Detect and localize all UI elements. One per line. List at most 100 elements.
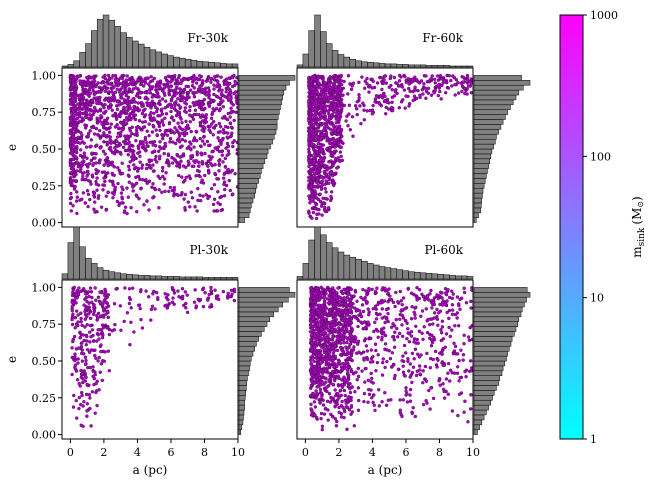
scatter-point (310, 93, 314, 98)
scatter-point (229, 134, 234, 138)
scatter-point (224, 146, 228, 150)
scatter-point (119, 328, 123, 332)
scatter-point (153, 307, 157, 311)
scatter-point (446, 86, 451, 90)
scatter-point (84, 375, 88, 380)
scatter-point (317, 207, 321, 212)
scatter-point (138, 95, 142, 100)
scatter-point (340, 105, 344, 109)
scatter-point (207, 292, 211, 297)
scatter-point (103, 76, 108, 81)
scatter-point (116, 131, 121, 136)
scatter-point (338, 113, 342, 117)
scatter-point (113, 187, 117, 192)
hist-e-bar (238, 183, 258, 189)
scatter-point (185, 96, 189, 100)
scatter-point (376, 329, 380, 333)
scatter-point (211, 119, 216, 124)
scatter-point (172, 291, 177, 295)
scatter-point (386, 291, 390, 296)
scatter-point (160, 120, 165, 124)
scatter-point (373, 320, 377, 325)
scatter-point (373, 289, 378, 294)
hist-e-bar (238, 326, 265, 332)
scatter-point (320, 175, 324, 179)
scatter-point (413, 414, 417, 419)
scatter-point (207, 154, 211, 159)
hist-e-bar (238, 287, 290, 293)
scatter-point (374, 369, 378, 373)
scatter-point (326, 313, 331, 317)
scatter-point (126, 164, 131, 169)
scatter-point (441, 382, 445, 386)
scatter-point (86, 169, 90, 174)
scatter-point (418, 93, 422, 98)
scatter-point (194, 158, 199, 163)
scatter-point (346, 92, 350, 96)
scatter-point (149, 74, 153, 79)
scatter-point (71, 77, 76, 81)
scatter-point (127, 168, 132, 172)
scatter-point (139, 187, 143, 191)
scatter-point (150, 95, 155, 99)
scatter-point (312, 94, 317, 98)
scatter-point (230, 292, 234, 296)
scatter-point (167, 128, 171, 133)
scatter-point (325, 166, 330, 171)
scatter-point (141, 125, 146, 130)
hist-e-bar (238, 134, 275, 140)
hist-e-bar (473, 187, 484, 194)
scatter-point (146, 295, 151, 299)
scatter-point (456, 413, 460, 418)
hist-e-bar (238, 419, 244, 426)
scatter-point (324, 95, 328, 100)
scatter-point (235, 148, 238, 152)
scatter-point (440, 325, 445, 329)
scatter-point (339, 93, 344, 98)
scatter-point (226, 144, 231, 148)
scatter-point (103, 293, 107, 298)
scatter-point (462, 86, 467, 91)
scatter-point (151, 116, 156, 120)
scatter-point (390, 105, 394, 110)
scatter-point (95, 90, 100, 94)
scatter-point (333, 140, 337, 145)
scatter-point (107, 130, 112, 134)
scatter-point (169, 88, 173, 93)
scatter-point (69, 209, 74, 213)
scatter-point (168, 140, 172, 144)
scatter-point (152, 149, 156, 153)
scatter-point (314, 100, 319, 104)
scatter-point (150, 304, 155, 308)
scatter-point (68, 160, 73, 164)
scatter-point (409, 330, 414, 334)
scatter-point (124, 115, 129, 120)
scatter-point (370, 108, 375, 112)
scatter-point (228, 121, 233, 126)
scatter-point (149, 318, 153, 322)
axes-frame (296, 67, 474, 228)
scatter-point (445, 310, 449, 315)
scatter-point (425, 351, 429, 356)
scatter-point (138, 139, 143, 144)
scatter-point (196, 198, 200, 203)
scatter-point (310, 189, 314, 194)
scatter-point (313, 154, 317, 158)
scatter-point (79, 311, 83, 315)
scatter-point (319, 116, 323, 120)
scatter-point (141, 140, 145, 145)
scatter-point (84, 108, 89, 113)
scatter-point (140, 326, 145, 330)
scatter-point (380, 373, 385, 377)
scatter-point (216, 102, 221, 107)
scatter-point (228, 170, 233, 174)
scatter-point (381, 357, 385, 361)
scatter-point (71, 143, 76, 148)
scatter-point (155, 296, 160, 300)
scatter-point (86, 163, 90, 167)
hist-a-bar (226, 63, 233, 68)
hist-e-bar (238, 114, 279, 120)
scatter-point (148, 114, 153, 118)
scatter-point (332, 161, 336, 166)
